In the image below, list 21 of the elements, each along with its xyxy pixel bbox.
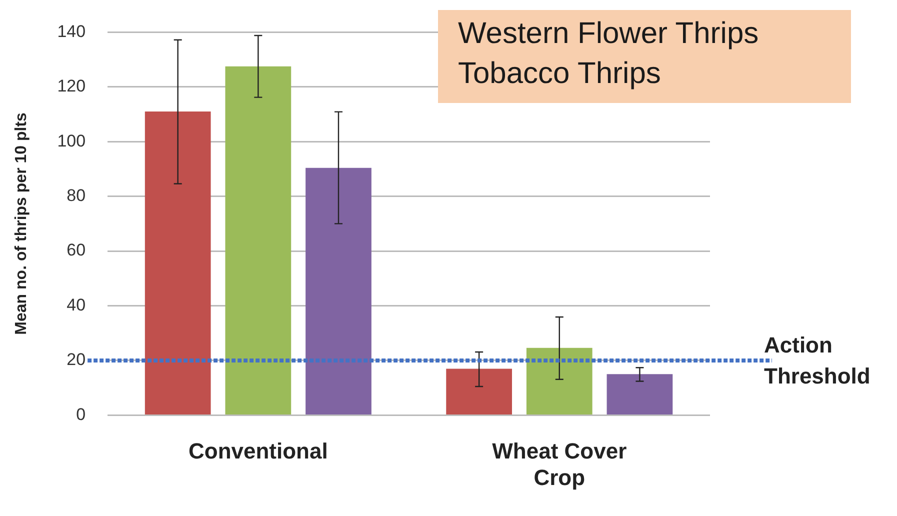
y-tick-label: 60 bbox=[66, 240, 86, 260]
y-tick-label: 140 bbox=[57, 22, 86, 41]
x-tick-label: Wheat Cover Crop bbox=[492, 438, 628, 490]
y-tick-label: 20 bbox=[66, 350, 86, 370]
y-tick-label: 0 bbox=[76, 404, 86, 424]
bar bbox=[144, 112, 211, 414]
bar bbox=[225, 66, 292, 414]
bar bbox=[606, 374, 673, 414]
annotation: Western Flower Thrips bbox=[458, 16, 760, 52]
y-axis-title: Mean no. of thrips per 10 plts bbox=[13, 112, 30, 335]
ref-line-label: Action Threshold bbox=[764, 332, 870, 389]
annotation: Tobacco Thrips bbox=[458, 56, 662, 92]
y-tick-label: 40 bbox=[66, 295, 86, 314]
bar bbox=[526, 348, 592, 414]
text-box: Western Flower Thrips Tobacco Thrips bbox=[438, 10, 851, 103]
y-tick-label: 100 bbox=[57, 131, 86, 150]
bar bbox=[306, 168, 372, 414]
bar bbox=[446, 368, 512, 414]
y-tick-label: 120 bbox=[57, 76, 86, 96]
x-tick-label: Conventional bbox=[188, 438, 328, 464]
y-tick-label: 80 bbox=[66, 186, 86, 206]
